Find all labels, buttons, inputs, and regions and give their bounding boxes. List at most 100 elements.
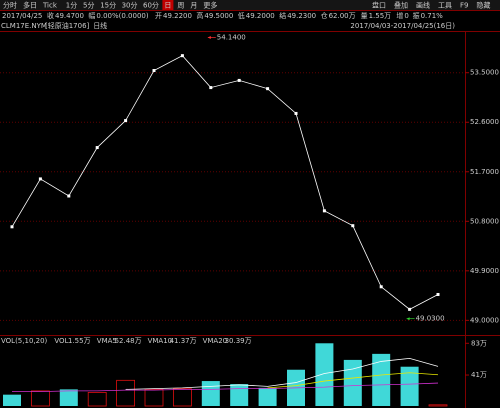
toolbar: [0, 0, 500, 10]
quote-value: 0.00%(0.0000): [96, 12, 148, 20]
tab[interactable]: Tick: [42, 2, 58, 10]
quote-label: 开: [155, 12, 162, 20]
y-tick-label: 41万: [471, 371, 487, 379]
price-point: [322, 209, 326, 213]
y-tick-label: 83万: [471, 339, 487, 347]
legend-name: VMA10: [148, 337, 173, 345]
tool-button[interactable]: 盘口: [372, 1, 386, 10]
price-point: [436, 292, 440, 296]
volume-bar: [428, 404, 448, 407]
y-tick-label: 49.9000: [470, 267, 499, 275]
volume-bar: [3, 394, 21, 406]
active-tab-bg: [162, 0, 174, 10]
quote-value: 0: [404, 12, 408, 20]
quote-label: 振: [413, 11, 420, 20]
tab[interactable]: 1分: [66, 1, 77, 10]
y-tick-label: 49.0000: [470, 316, 499, 324]
volume-bar: [400, 366, 419, 406]
quote-value: 0.71%: [421, 12, 444, 20]
volume-title: VOL(5,10,20): [1, 337, 48, 345]
arrow-head: [207, 36, 211, 40]
volume-bar: [59, 389, 78, 406]
price-point: [124, 119, 128, 123]
quote-label: 结: [279, 11, 286, 20]
tool-button[interactable]: 叠加: [394, 1, 408, 10]
volume-bar: [201, 381, 220, 406]
volume-bar: [258, 387, 277, 406]
quote-date: 2017/04/25: [2, 12, 42, 20]
legend-value: 41.37万: [170, 337, 197, 345]
vma-line: [12, 382, 439, 393]
tab[interactable]: 多日: [23, 1, 37, 10]
tab[interactable]: 60分: [143, 1, 159, 10]
price-point: [408, 307, 412, 311]
legend-value: 52.48万: [115, 337, 142, 345]
quote-value: 62.00万: [329, 12, 356, 20]
price-point: [266, 87, 270, 91]
quote-label: 量: [361, 12, 368, 20]
tab[interactable]: 更多: [203, 1, 217, 10]
volume-bar: [315, 343, 334, 406]
quote-value: 49.4700: [55, 12, 84, 20]
quote-value: 1.55万: [369, 12, 392, 20]
volume-bar: [372, 353, 391, 406]
price-point: [379, 285, 383, 289]
annotation: 54.1400: [217, 34, 246, 42]
tab[interactable]: 分时: [3, 1, 17, 10]
legend-value: 30.39万: [225, 337, 252, 345]
quote-label: 高: [196, 11, 203, 20]
tab[interactable]: 日: [164, 2, 171, 10]
tool-button[interactable]: 画线: [416, 1, 430, 10]
y-tick-label: 52.6000: [470, 118, 499, 126]
price-point: [209, 86, 213, 90]
volume-bar: [30, 390, 50, 407]
vma-line: [267, 372, 439, 389]
tab[interactable]: 30分: [122, 1, 138, 10]
y-tick-label: 50.8000: [470, 217, 499, 225]
price-point: [67, 194, 71, 198]
vma-line: [125, 357, 439, 390]
symbol-code: CLM17E.NYM: [1, 22, 47, 30]
volume-bar: [144, 388, 164, 407]
quote-value: 49.5000: [204, 12, 233, 20]
date-range: 2017/04/03-2017/04/25(16日): [350, 22, 455, 30]
quote-value: 49.2000: [246, 12, 275, 20]
price-point: [152, 69, 156, 73]
y-tick-label: 53.5000: [470, 69, 499, 77]
quote-label: 收: [47, 11, 54, 20]
y-tick-label: 51.7000: [470, 168, 499, 176]
legend-name: VMA20: [203, 337, 228, 345]
price-point: [95, 146, 99, 150]
price-point: [10, 225, 14, 229]
tool-button[interactable]: F9: [460, 2, 468, 10]
tab[interactable]: 15分: [100, 1, 116, 10]
volume-bar: [87, 391, 107, 407]
price-line: [11, 55, 439, 310]
quote-value: 49.2300: [287, 12, 316, 20]
price-point: [294, 111, 298, 115]
quote-label: 幅: [88, 11, 95, 20]
volume-bar: [230, 384, 249, 406]
period: 日线: [93, 21, 107, 30]
quote-label: 仓: [321, 11, 328, 20]
annotation: 49.0300: [416, 315, 445, 323]
volume-bar: [116, 379, 135, 407]
volume-legend: VOL: [54, 337, 68, 345]
volume-bar: [343, 359, 362, 406]
arrow-head: [406, 317, 410, 321]
tool-button[interactable]: 隐藏: [476, 1, 490, 10]
tab[interactable]: 月: [190, 2, 197, 10]
price-point: [180, 54, 184, 58]
quote-value: 49.2200: [163, 12, 192, 20]
quote-label: 增: [396, 11, 403, 20]
tool-button[interactable]: 工具: [438, 2, 452, 10]
volume-bar: [172, 388, 192, 407]
tab[interactable]: 周: [177, 2, 184, 10]
price-point: [237, 78, 241, 82]
tab[interactable]: 5分: [83, 1, 94, 10]
volume-legend: 1.55万: [68, 337, 91, 345]
price-point: [38, 177, 42, 181]
quote-label: 低: [238, 11, 245, 20]
